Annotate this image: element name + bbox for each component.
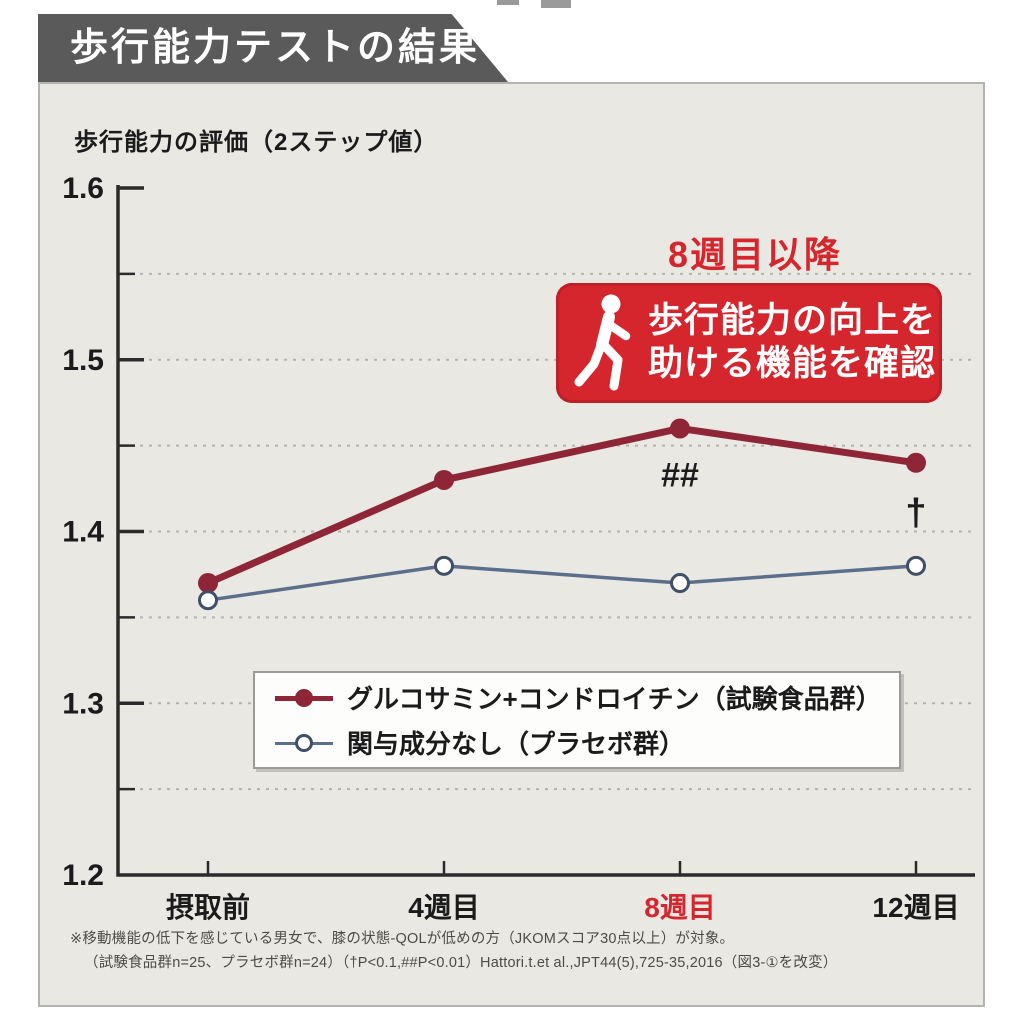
- page-title: 歩行能力テストの結果: [70, 27, 481, 69]
- callout-line1: 歩行能力の向上を: [648, 301, 937, 341]
- x-tick-label-week4: 4週目: [408, 892, 480, 923]
- legend-label-test-food: グルコサミン+コンドロイチン（試験食品群）: [347, 684, 882, 714]
- legend-item-test-food: グルコサミン+コンドロイチン（試験食品群）: [275, 679, 899, 716]
- footnote: ※移動機能の低下を感じている男女で、膝の状態-QOLが低めの方（JKOMスコア3…: [70, 928, 838, 976]
- x-tick-label-week12: 12週目: [872, 892, 960, 923]
- x-tick-label-week8: 8週目: [644, 892, 716, 923]
- footnote-line2: （試験食品群n=25、プラセボ群n=24）（†P<0.1,##P<0.01）Ha…: [84, 954, 838, 971]
- cropped-artifact: [497, 0, 519, 5]
- y-axis-title: 歩行能力の評価（2ステップ値）: [74, 129, 439, 156]
- callout-box: 歩行能力の向上を 助ける機能を確認: [556, 283, 942, 403]
- footnote-line1: ※移動機能の低下を感じている男女で、膝の状態-QOLが低めの方（JKOMスコア3…: [70, 931, 735, 947]
- callout-text: 歩行能力の向上を 助ける機能を確認: [648, 300, 936, 385]
- cropped-artifact: [541, 0, 571, 8]
- legend-label-placebo: 関与成分なし（プラセボ群）: [347, 729, 686, 759]
- legend-marker-open-circle: [275, 733, 333, 753]
- legend-box: グルコサミン+コンドロイチン（試験食品群） 関与成分なし（プラセボ群）: [253, 671, 901, 769]
- callout-line2: 助ける機能を確認: [648, 344, 937, 383]
- legend-item-placebo: 関与成分なし（プラセボ群）: [275, 724, 899, 761]
- chart-panel: [38, 82, 985, 1007]
- x-tick-label-baseline: 摂取前: [165, 892, 251, 923]
- walking-person-icon: [574, 294, 631, 391]
- legend-marker-filled-circle: [275, 688, 333, 708]
- title-banner: 歩行能力テストの結果: [38, 14, 508, 82]
- callout-heading: 8週目以降: [667, 234, 843, 275]
